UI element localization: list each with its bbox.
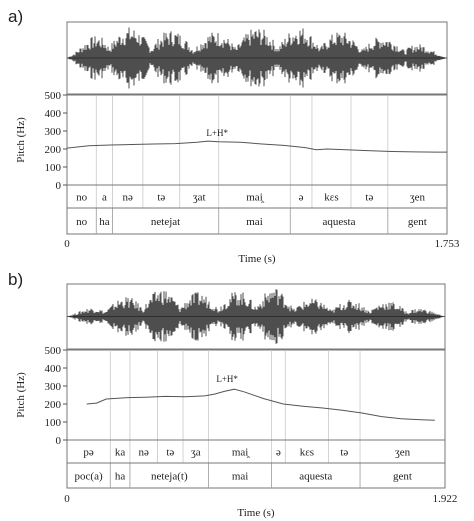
pitch-plot-frame [66, 349, 446, 489]
phone-tier: no a nə tə ʒat mai̯ ə kɛs tə ʒen [76, 192, 425, 204]
y-axis-label: Pitch (Hz) [15, 372, 27, 418]
word-label: mai [246, 216, 263, 228]
word-label: aquesta [299, 471, 332, 483]
word-label: poc(a) [75, 471, 103, 483]
x-tick-label: 0 [64, 493, 70, 505]
phone-label: ʒen [410, 192, 426, 204]
y-tick-label: 500 [45, 90, 62, 102]
x-tick-label: 1.922 [433, 493, 458, 505]
y-tick-label: 0 [56, 180, 62, 192]
phone-label: tə [166, 447, 174, 459]
y-tick-label: 300 [45, 126, 62, 138]
pitch-contour [66, 140, 447, 153]
phone-label: pə [83, 447, 94, 459]
phone-label: ka [115, 447, 126, 459]
word-label: gent [393, 471, 412, 483]
word-label: aquesta [323, 216, 356, 228]
word-label: mai [232, 471, 249, 483]
panel-a: a) 0 100 200 300 400 500 L+H* no a nə tə ʒat mai̯ ə… [8, 7, 460, 265]
segment-boundaries [109, 350, 361, 488]
phone-label: kɛs [300, 447, 314, 459]
phone-label: kɛs [324, 192, 338, 204]
y-tick-label: 100 [45, 162, 62, 174]
y-axis: 0 100 200 300 400 500 [45, 90, 67, 192]
word-tier: no ha netejat mai aquesta gent [76, 216, 427, 228]
word-label: neteja(t) [151, 471, 188, 483]
panel-label: b) [8, 270, 23, 289]
phone-label: ə [276, 447, 281, 459]
pitch-contour [86, 388, 435, 421]
phone-label: nə [139, 447, 150, 459]
phone-label: mai̯ [232, 447, 250, 459]
y-axis-label: Pitch (Hz) [15, 117, 27, 163]
panel-b: b) 0 100 200 300 400 500 L+H* pə ka nə tə ʒa mai̯ ə… [8, 270, 457, 519]
word-tier: poc(a) ha neteja(t) mai aquesta gent [75, 471, 412, 483]
phone-label: tə [157, 192, 165, 204]
y-axis: 0 100 200 300 400 500 [45, 345, 67, 447]
word-label: no [76, 216, 88, 228]
waveform [67, 27, 447, 89]
phone-tier: pə ka nə tə ʒa mai̯ ə kɛs tə ʒen [83, 447, 410, 459]
y-tick-label: 300 [45, 381, 62, 393]
phone-label: nə [123, 192, 134, 204]
word-label: gent [408, 216, 427, 228]
phone-label: ʒa [191, 447, 201, 459]
phone-label: ə [299, 192, 304, 204]
pitch-plot-frame [66, 94, 448, 235]
y-tick-label: 0 [56, 435, 62, 447]
x-tick-label: 1.753 [435, 238, 460, 250]
panel-label: a) [8, 7, 23, 26]
x-axis-label: Time (s) [237, 507, 275, 519]
y-tick-label: 200 [45, 399, 62, 411]
y-tick-label: 100 [45, 417, 62, 429]
y-tick-label: 500 [45, 345, 62, 357]
phone-label: tə [340, 447, 348, 459]
word-label: ha [99, 216, 110, 228]
x-tick-label: 0 [64, 238, 70, 250]
word-label: ha [115, 471, 126, 483]
tone-annotation: L+H* [206, 128, 228, 138]
phone-label: no [76, 192, 88, 204]
phone-label: ʒat [193, 192, 206, 204]
phone-label: tə [365, 192, 373, 204]
x-axis-label: Time (s) [238, 253, 276, 265]
phone-label: mai̯ [246, 192, 264, 204]
word-label: netejat [151, 216, 180, 228]
segment-boundaries [95, 95, 389, 234]
phone-label: a [102, 192, 107, 204]
tone-annotation: L+H* [216, 374, 238, 384]
y-tick-label: 200 [45, 144, 62, 156]
waveform [67, 289, 445, 344]
y-tick-label: 400 [45, 363, 62, 375]
phone-label: ʒen [395, 447, 411, 459]
y-tick-label: 400 [45, 108, 62, 120]
